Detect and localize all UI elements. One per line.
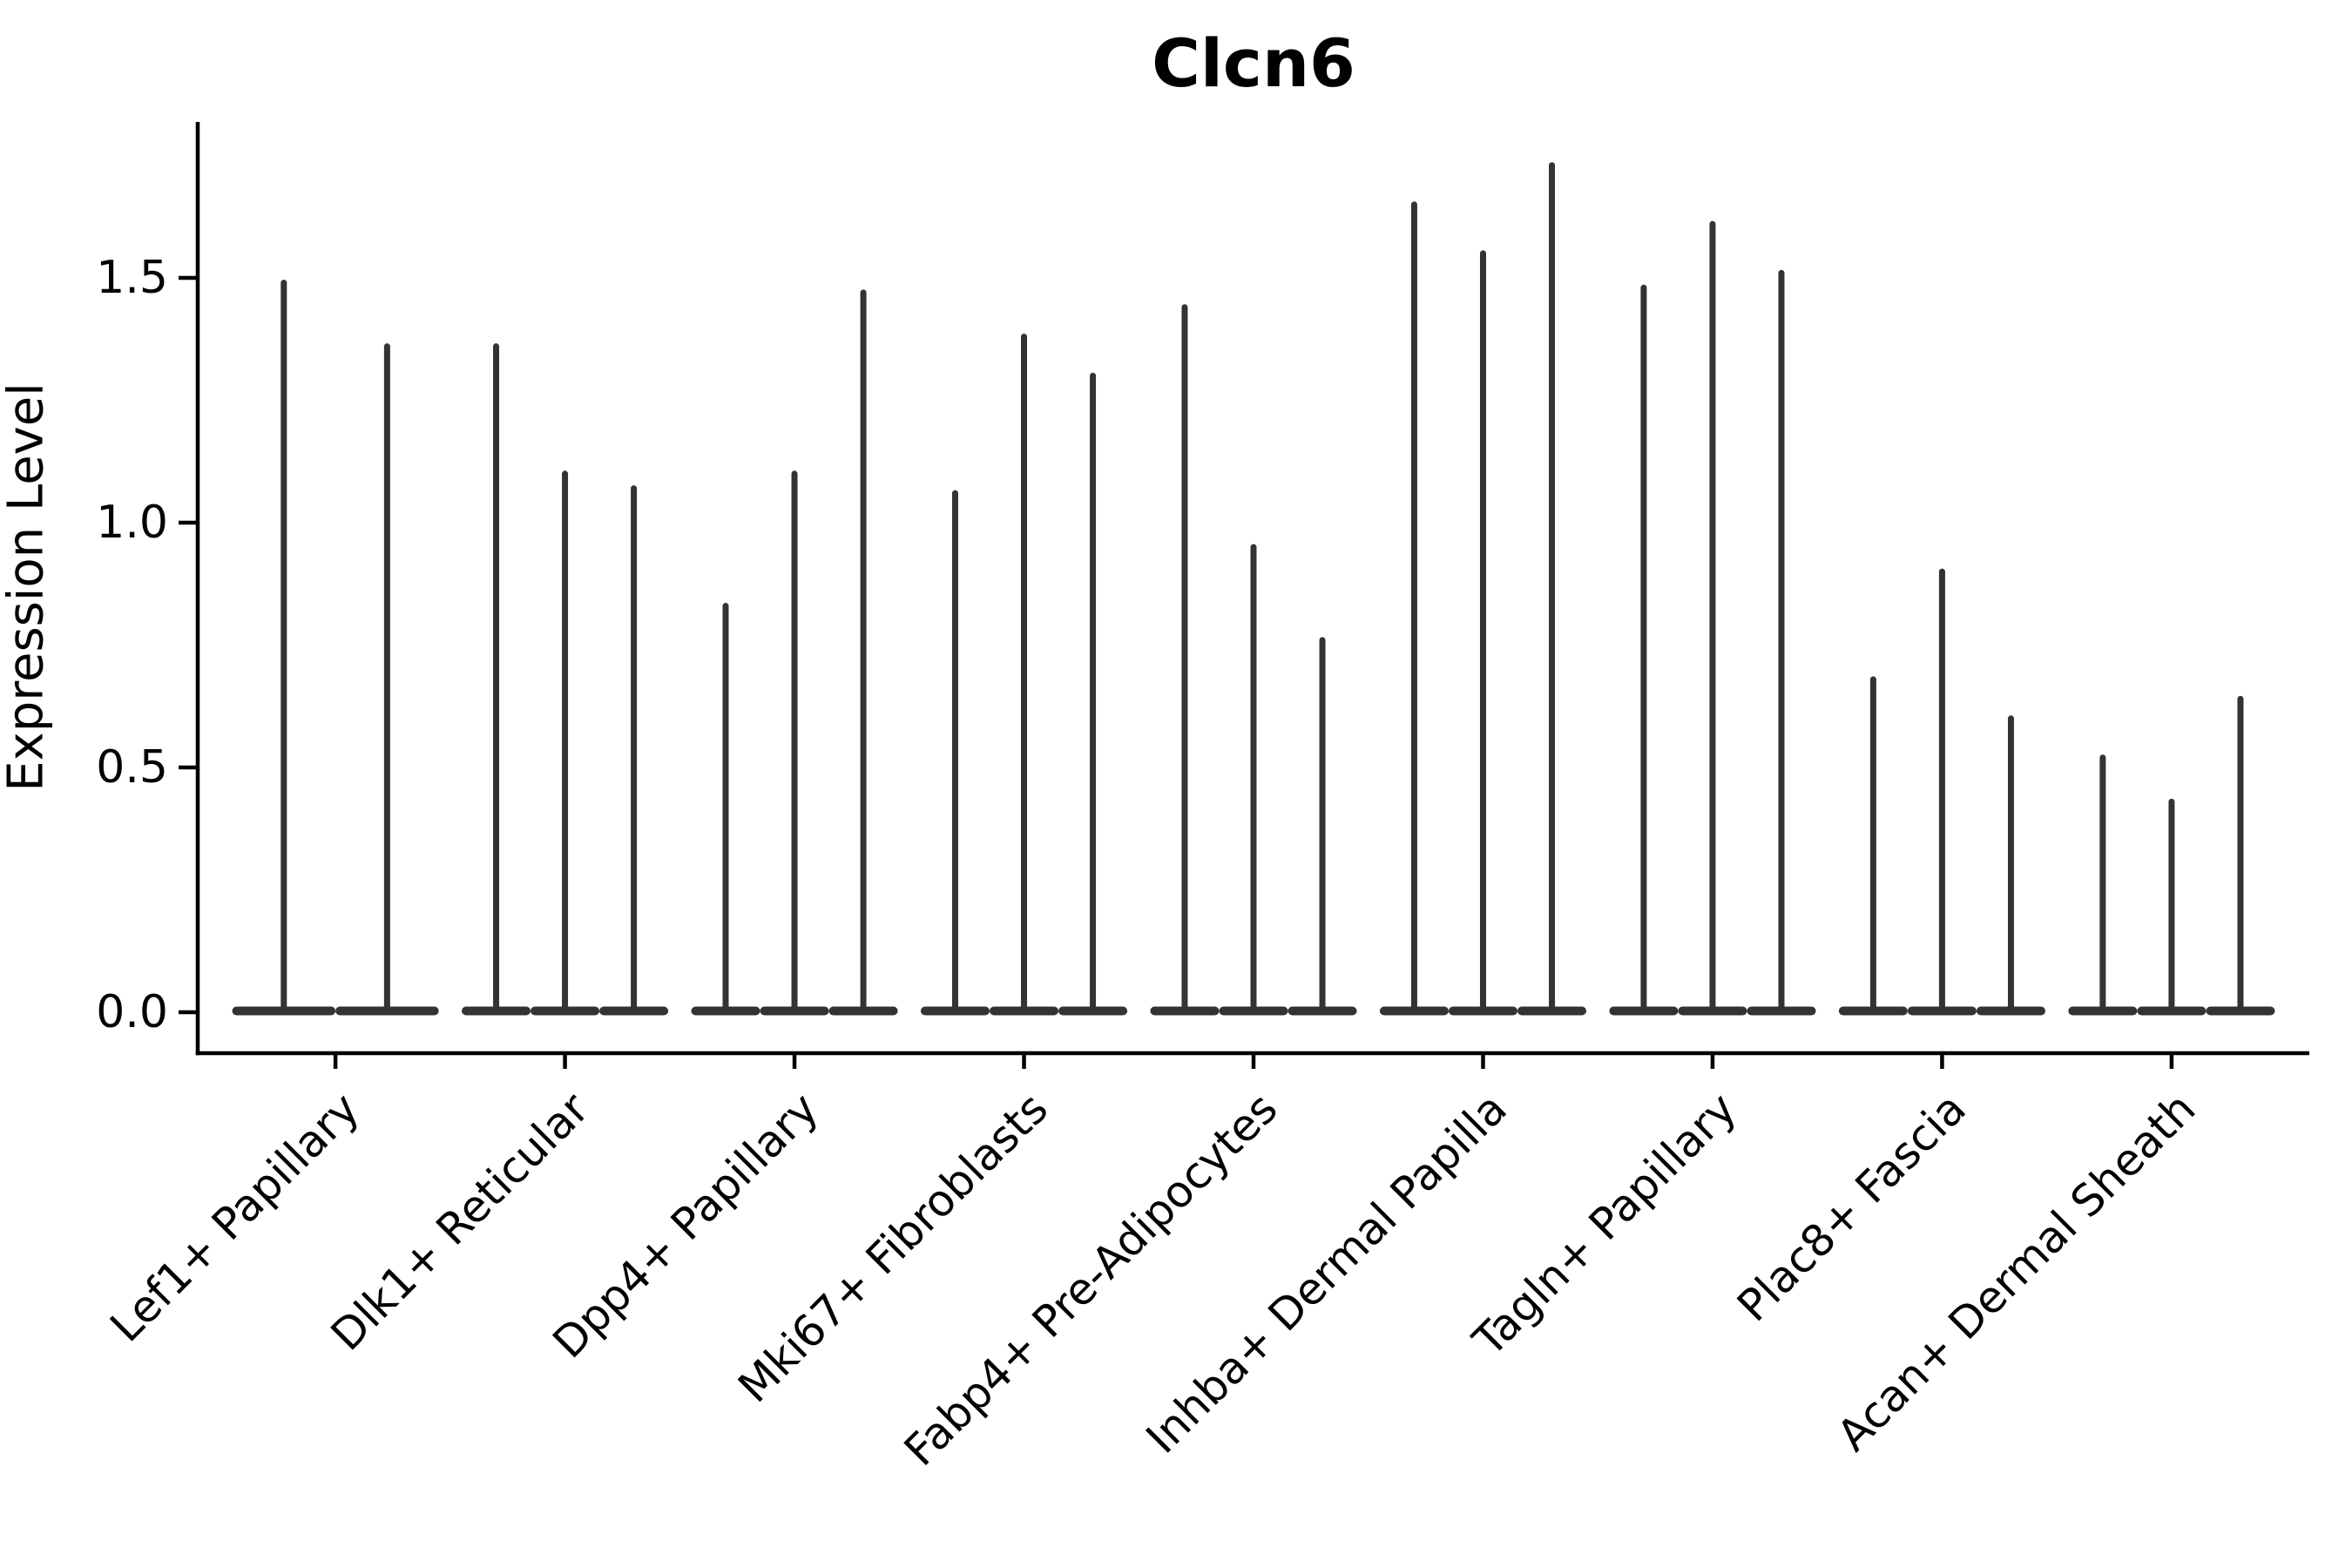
y-tick-label: 0.5 xyxy=(96,741,168,794)
x-axis-label: Fabp4+ Pre-Adipocytes xyxy=(895,1083,1288,1476)
y-tick-label: 1.5 xyxy=(96,252,168,304)
chart-title: Clcn6 xyxy=(1152,24,1355,102)
y-tick-label: 1.0 xyxy=(96,497,168,549)
x-axis-label: Lef1+ Papillary xyxy=(100,1083,368,1351)
y-tick-label: 0.0 xyxy=(96,986,168,1038)
x-axis-label: Plac8+ Fascia xyxy=(1727,1083,1976,1331)
